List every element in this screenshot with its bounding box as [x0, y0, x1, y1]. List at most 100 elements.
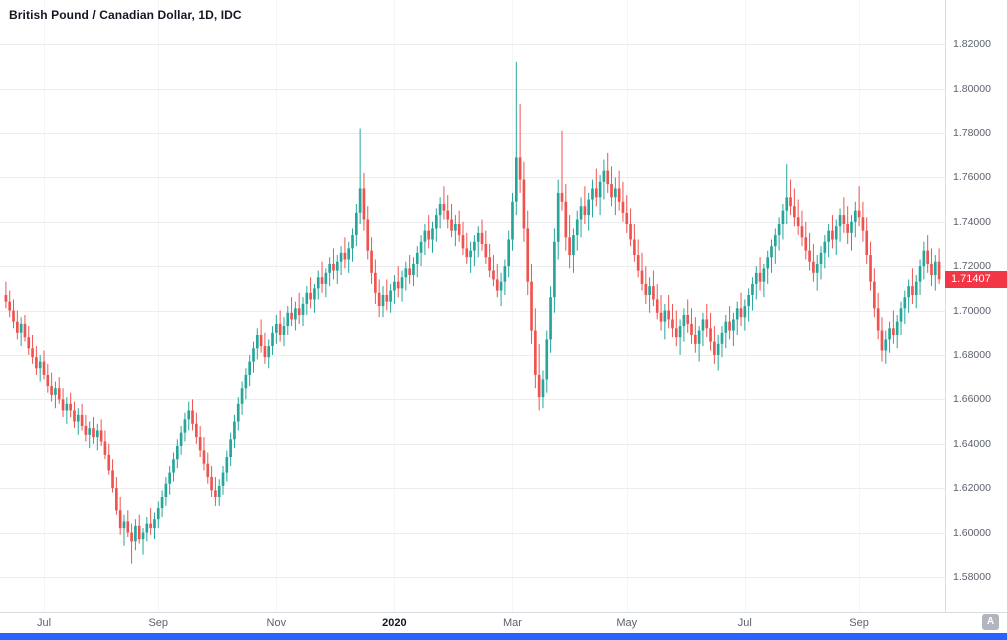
price-axis-label: 1.78000: [953, 126, 991, 139]
candle: [35, 346, 38, 375]
time-axis-label: Sep: [148, 617, 169, 629]
candle: [423, 223, 427, 256]
candle: [305, 286, 309, 315]
time-axis[interactable]: Jul Sep Nov 2020 Mar May Jul Sep: [0, 612, 1007, 633]
candle: [210, 465, 213, 498]
candle: [777, 217, 781, 251]
candle: [796, 199, 800, 236]
candle: [591, 179, 594, 218]
candle: [644, 266, 648, 304]
candle: [134, 519, 137, 551]
candle: [290, 297, 293, 327]
candle: [850, 215, 853, 251]
candle: [179, 425, 183, 455]
candle: [244, 368, 248, 400]
candle: [518, 104, 522, 193]
price-axis-label: 1.66000: [953, 393, 991, 406]
candle: [351, 228, 354, 262]
candle: [358, 128, 362, 224]
candle: [457, 210, 461, 242]
candle: [374, 259, 377, 304]
candle: [598, 175, 602, 216]
candle: [214, 477, 217, 506]
candle: [229, 432, 232, 466]
candle: [743, 299, 747, 331]
candle: [454, 215, 457, 247]
price-axis[interactable]: 1.82000 1.80000 1.78000 1.76000 1.74000 1.720…: [945, 0, 1007, 612]
candle: [770, 239, 773, 273]
candle: [54, 381, 57, 409]
candle: [137, 514, 141, 544]
candle: [678, 319, 682, 355]
candle: [130, 523, 133, 564]
candle: [693, 317, 697, 353]
candle: [614, 177, 617, 216]
candle: [926, 235, 930, 273]
candle: [876, 292, 880, 340]
candle: [815, 255, 819, 291]
candle: [812, 243, 815, 282]
candle: [446, 195, 450, 229]
candle: [168, 465, 172, 495]
candle: [76, 408, 80, 435]
candle: [865, 217, 869, 264]
candle: [23, 314, 27, 342]
candle: [31, 334, 34, 364]
price-axis-label: 1.74000: [953, 215, 991, 228]
candle: [686, 299, 690, 333]
candle: [438, 197, 442, 229]
price-axis-label: 1.64000: [953, 437, 991, 450]
candle: [793, 188, 796, 227]
candle: [282, 317, 286, 347]
time-axis-label: Jul: [36, 617, 52, 629]
price-axis-label: 1.76000: [953, 171, 991, 184]
candle: [762, 263, 766, 298]
candle: [8, 290, 12, 318]
candle: [747, 288, 750, 322]
candle: [27, 326, 31, 355]
candlestick-chart[interactable]: [0, 0, 945, 612]
candle: [255, 328, 259, 360]
candle: [320, 261, 324, 293]
candle: [545, 330, 549, 393]
candle: [412, 257, 415, 287]
candle: [400, 270, 404, 302]
candle: [461, 221, 465, 256]
logo-badge[interactable]: A: [982, 614, 999, 630]
candle: [145, 516, 149, 542]
candle: [663, 303, 667, 340]
candle: [172, 452, 175, 482]
chart-title[interactable]: British Pound / Canadian Dollar, 1D, IDC: [9, 8, 242, 22]
candle: [907, 279, 910, 313]
candle: [434, 208, 438, 242]
candle: [80, 403, 84, 431]
candle: [861, 201, 865, 242]
candle: [442, 186, 446, 220]
candle: [50, 372, 53, 402]
candle: [65, 397, 69, 424]
candle: [316, 270, 320, 300]
candle: [191, 399, 194, 431]
candle: [396, 266, 400, 298]
candle: [667, 295, 670, 329]
candle: [339, 246, 343, 276]
candle: [739, 292, 743, 327]
candle: [343, 237, 347, 269]
candle: [933, 255, 937, 291]
candle: [716, 334, 720, 371]
candle: [511, 192, 514, 251]
candle: [834, 219, 838, 256]
candle: [937, 248, 941, 284]
candle: [328, 257, 331, 287]
candle: [408, 255, 411, 284]
candle: [579, 197, 583, 238]
candle: [572, 228, 575, 273]
candle: [880, 317, 884, 362]
candle: [873, 268, 876, 318]
candle: [419, 235, 423, 267]
candle: [602, 159, 606, 200]
candle: [206, 452, 210, 484]
candle: [107, 443, 111, 475]
candle: [19, 317, 23, 347]
candle: [99, 419, 103, 446]
